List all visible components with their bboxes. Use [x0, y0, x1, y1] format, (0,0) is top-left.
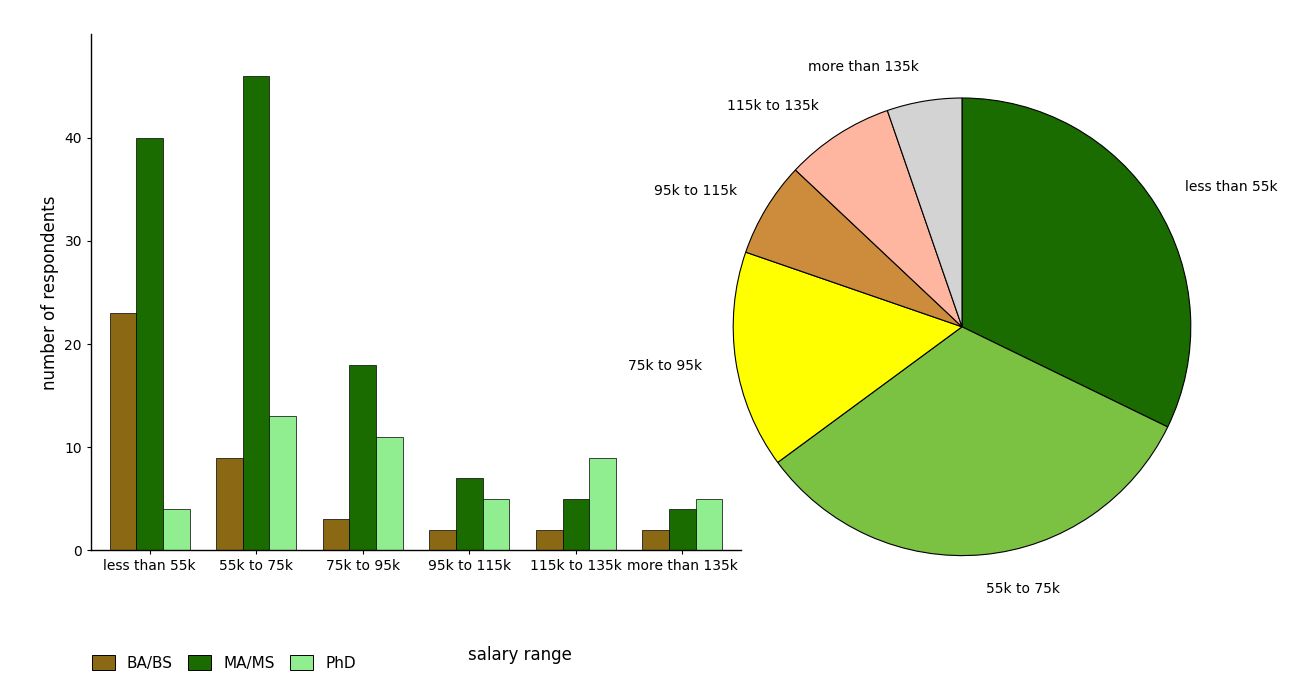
Text: 115k to 135k: 115k to 135k: [727, 99, 819, 113]
Wedge shape: [962, 98, 1191, 427]
Wedge shape: [746, 170, 962, 327]
Legend: BA/BS, MA/MS, PhD: BA/BS, MA/MS, PhD: [86, 649, 361, 677]
Y-axis label: number of respondents: number of respondents: [40, 195, 58, 389]
Bar: [322, 519, 350, 550]
Wedge shape: [777, 327, 1167, 556]
Text: salary range: salary range: [468, 647, 572, 665]
Bar: [429, 530, 456, 550]
Bar: [350, 365, 376, 550]
Text: less than 55k: less than 55k: [1186, 180, 1278, 194]
Bar: [136, 138, 162, 550]
Text: 55k to 75k: 55k to 75k: [985, 582, 1060, 596]
Text: 95k to 115k: 95k to 115k: [654, 184, 737, 197]
Wedge shape: [796, 111, 962, 327]
Wedge shape: [733, 252, 962, 462]
Bar: [536, 530, 563, 550]
Bar: [162, 509, 190, 550]
Bar: [482, 499, 510, 550]
Text: 75k to 95k: 75k to 95k: [628, 359, 702, 374]
Bar: [269, 416, 296, 550]
Bar: [376, 437, 403, 550]
Bar: [216, 458, 243, 550]
Bar: [642, 530, 670, 550]
Bar: [670, 509, 696, 550]
Bar: [589, 458, 616, 550]
Bar: [243, 76, 269, 550]
Bar: [456, 478, 482, 550]
Bar: [696, 499, 723, 550]
Bar: [109, 313, 136, 550]
Wedge shape: [888, 98, 962, 327]
Bar: [563, 499, 589, 550]
Text: more than 135k: more than 135k: [807, 61, 919, 74]
